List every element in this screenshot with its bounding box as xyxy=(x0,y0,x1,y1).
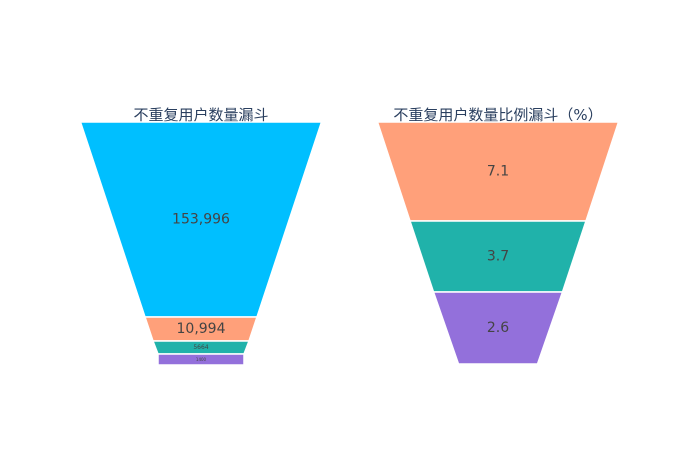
funnel-1: 153,996 10,994 5664 1400 xyxy=(79,121,323,366)
funnel-1-stage-4-label: 1400 xyxy=(196,357,207,362)
funnel-1-stage-3-label: 5664 xyxy=(193,344,208,351)
funnel-2-stage-2-label: 3.7 xyxy=(487,249,509,265)
funnel-2-stage-3 xyxy=(432,291,564,365)
funnel-2-title: 不重复用户数量比例漏斗（%） xyxy=(393,106,602,124)
funnel-2-stage-1-label: 7.1 xyxy=(487,164,509,180)
funnel-1-stage-1-label: 153,996 xyxy=(172,212,230,228)
funnel-2: 7.1 3.7 2.6 xyxy=(376,121,620,365)
funnel-1-stage-4 xyxy=(157,353,245,366)
funnel-1-stage-2-label: 10,994 xyxy=(177,321,226,337)
funnel-1-title: 不重复用户数量漏斗 xyxy=(133,106,268,124)
funnel-2-stage-3-label: 2.6 xyxy=(487,320,509,336)
